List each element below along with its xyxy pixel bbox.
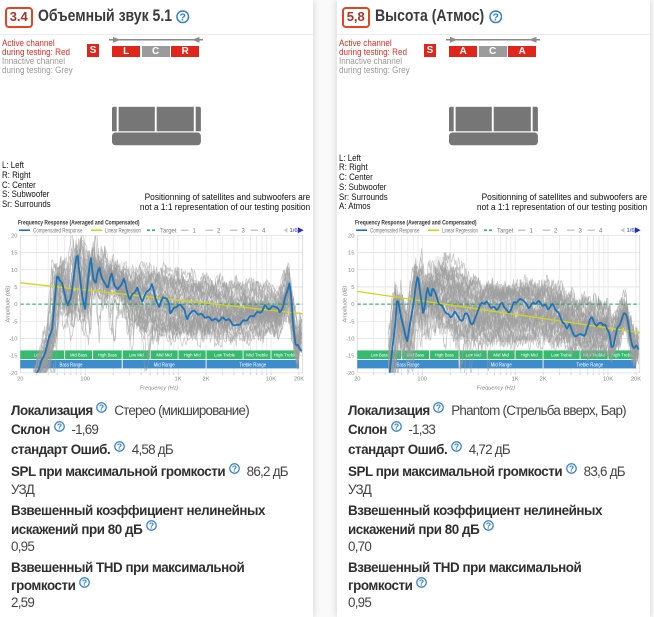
- svg-text:-20: -20: [346, 371, 354, 377]
- svg-text:Mid Range: Mid Range: [154, 362, 175, 368]
- svg-text:15: 15: [348, 251, 354, 257]
- svg-text:?: ?: [419, 577, 424, 587]
- svg-text:20: 20: [17, 376, 23, 382]
- svg-text:Amplitude (dB): Amplitude (dB): [6, 285, 12, 323]
- svg-text:0: 0: [351, 302, 354, 308]
- svg-text:Compensated Response: Compensated Response: [33, 228, 83, 234]
- svg-text:10: 10: [11, 268, 17, 274]
- svg-text:1: 1: [193, 228, 197, 234]
- svg-text:1K: 1K: [512, 376, 519, 382]
- svg-text:High Mid: High Mid: [184, 353, 201, 358]
- svg-text:High Treble: High Treble: [611, 353, 634, 358]
- svg-text:Mid Treble: Mid Treble: [246, 353, 268, 358]
- svg-text:2: 2: [554, 228, 558, 234]
- svg-text:3: 3: [579, 228, 583, 234]
- svg-text:?: ?: [486, 521, 491, 531]
- svg-text:?: ?: [454, 441, 459, 451]
- svg-text:Low Bass: Low Bass: [371, 353, 389, 358]
- svg-text:20: 20: [354, 376, 360, 382]
- svg-text:1/6: 1/6: [627, 228, 635, 234]
- svg-text:Target: Target: [160, 228, 177, 234]
- svg-text:-5: -5: [12, 319, 17, 325]
- svg-text:-15: -15: [9, 354, 17, 360]
- svg-text:High Bass: High Bass: [98, 353, 118, 358]
- svg-text:Bass Range: Bass Range: [397, 362, 420, 368]
- svg-text:?: ?: [99, 402, 104, 412]
- svg-text:0: 0: [14, 302, 17, 308]
- svg-text:Low Treble: Low Treble: [214, 353, 235, 358]
- svg-text:Target: Target: [497, 228, 514, 234]
- svg-text:Bass Range: Bass Range: [60, 362, 83, 368]
- svg-text:10K: 10K: [266, 376, 276, 382]
- svg-text:1K: 1K: [175, 376, 182, 382]
- svg-text:10K: 10K: [603, 376, 613, 382]
- svg-text:Linear Regression: Linear Regression: [105, 228, 141, 234]
- svg-text:Low Mid: Low Mid: [466, 353, 481, 358]
- svg-text:Frequency Response (Averaged a: Frequency Response (Averaged and Compens…: [355, 220, 477, 227]
- svg-text:10: 10: [348, 268, 354, 274]
- svg-text:High Mid: High Mid: [521, 353, 538, 358]
- svg-text:4: 4: [599, 228, 603, 234]
- svg-text:100: 100: [80, 376, 90, 382]
- svg-text:4: 4: [262, 228, 266, 234]
- svg-text:?: ?: [232, 463, 237, 473]
- svg-text:?: ?: [394, 421, 399, 431]
- svg-text:?: ?: [569, 463, 574, 473]
- svg-text:-20: -20: [9, 371, 17, 377]
- svg-text:?: ?: [117, 441, 122, 451]
- svg-text:1: 1: [530, 228, 534, 234]
- svg-text:-10: -10: [346, 336, 354, 342]
- svg-text:2K: 2K: [203, 376, 210, 382]
- svg-text:20: 20: [11, 233, 17, 239]
- svg-text:?: ?: [149, 521, 154, 531]
- svg-text:?: ?: [57, 421, 62, 431]
- svg-text:2K: 2K: [540, 376, 547, 382]
- svg-text:-5: -5: [349, 319, 354, 325]
- svg-text:Mid Bass: Mid Bass: [70, 353, 88, 358]
- svg-text:Mid Mid: Mid Mid: [493, 353, 509, 358]
- svg-text:Frequency (Hz): Frequency (Hz): [477, 385, 516, 391]
- svg-text:?: ?: [492, 12, 498, 23]
- svg-text:Treble Range: Treble Range: [239, 362, 266, 368]
- svg-text:Frequency (Hz): Frequency (Hz): [140, 385, 179, 391]
- svg-text:?: ?: [82, 577, 87, 587]
- svg-text:Linear Regression: Linear Regression: [442, 228, 478, 234]
- svg-text:Amplitude (dB): Amplitude (dB): [343, 285, 349, 323]
- svg-text:High Bass: High Bass: [435, 353, 455, 358]
- svg-text:Mid Mid: Mid Mid: [156, 353, 172, 358]
- svg-text:100: 100: [417, 376, 427, 382]
- svg-text:20: 20: [348, 233, 354, 239]
- svg-text:1/6: 1/6: [290, 228, 298, 234]
- svg-text:Frequency Response (Averaged a: Frequency Response (Averaged and Compens…: [18, 220, 140, 227]
- svg-text:5: 5: [351, 285, 354, 291]
- svg-text:Treble Range: Treble Range: [576, 362, 603, 368]
- svg-text:Low Bass: Low Bass: [34, 353, 52, 358]
- svg-text:Mid Range: Mid Range: [491, 362, 512, 368]
- svg-text:Low Treble: Low Treble: [551, 353, 572, 358]
- svg-text:?: ?: [436, 402, 441, 412]
- svg-text:5: 5: [14, 285, 17, 291]
- svg-text:Mid Bass: Mid Bass: [407, 353, 425, 358]
- svg-text:High Treble: High Treble: [274, 353, 297, 358]
- svg-text:?: ?: [180, 12, 186, 23]
- svg-text:-10: -10: [9, 336, 17, 342]
- svg-text:20K: 20K: [631, 376, 641, 382]
- svg-text:-15: -15: [346, 354, 354, 360]
- svg-text:2: 2: [217, 228, 221, 234]
- svg-text:3: 3: [242, 228, 246, 234]
- svg-text:20K: 20K: [294, 376, 304, 382]
- svg-text:15: 15: [11, 251, 17, 257]
- svg-text:Compensated Response: Compensated Response: [370, 228, 420, 234]
- svg-text:Low Mid: Low Mid: [129, 353, 144, 358]
